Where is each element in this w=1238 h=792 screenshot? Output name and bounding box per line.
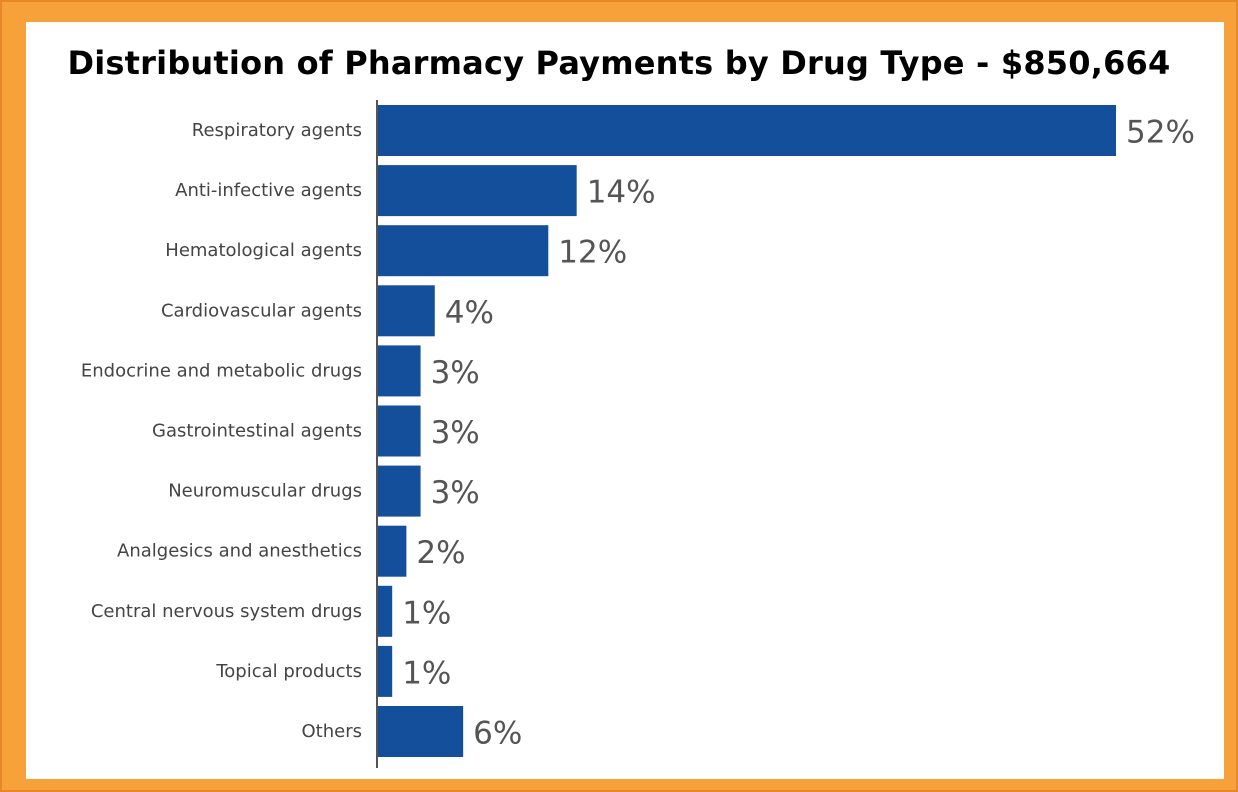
bar [378,285,435,337]
bar [378,645,393,697]
value-label: 1% [402,655,451,691]
value-label: 2% [416,535,465,571]
value-label: 6% [473,716,522,752]
bar [378,345,421,397]
bar [378,105,1116,156]
category-label: Topical products [215,661,362,682]
category-label: Others [302,721,363,742]
category-label: Gastrointestinal agents [152,421,362,442]
category-label: Respiratory agents [192,120,362,141]
value-label: 3% [431,475,480,511]
value-label: 3% [431,415,480,451]
category-label: Cardiovascular agents [161,300,362,321]
category-label: Central nervous system drugs [91,601,362,622]
category-label: Neuromuscular drugs [168,481,362,502]
category-label: Hematological agents [165,240,362,261]
bar [378,465,421,517]
bar [378,165,577,217]
chart-title: Distribution of Pharmacy Payments by Dru… [67,44,1171,82]
bar [378,405,421,457]
category-label: Anti-infective agents [175,180,362,201]
category-label: Analgesics and anesthetics [117,541,362,562]
bar [378,525,407,577]
category-label: Endocrine and metabolic drugs [81,360,362,381]
value-label: 52% [1126,115,1195,151]
bars-layer: Respiratory agents 52% Anti-infective agen… [81,105,1195,757]
value-label: 3% [431,355,480,391]
value-label: 4% [445,295,494,331]
value-label: 14% [587,175,656,211]
bar [378,225,549,277]
bar [378,706,464,757]
value-label: 12% [558,235,627,271]
value-label: 1% [402,595,451,631]
bar [378,585,393,637]
